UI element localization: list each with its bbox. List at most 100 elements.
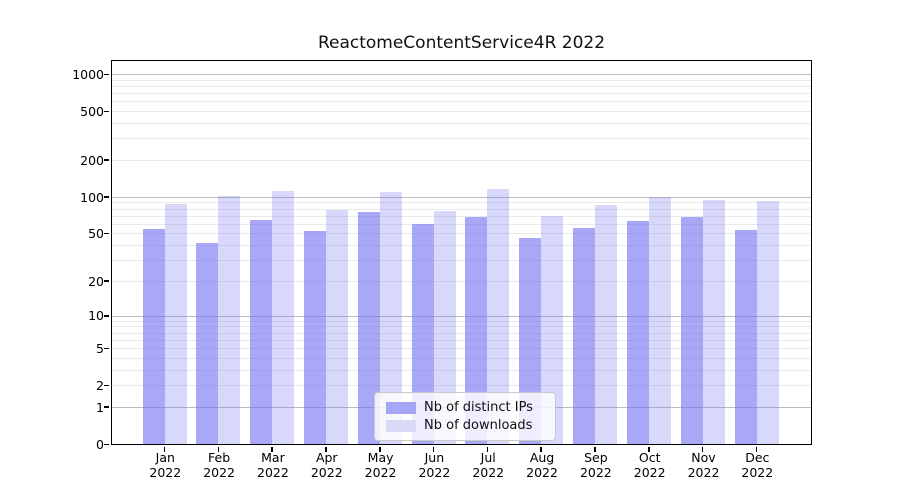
x-tick-label: Oct 2022 <box>622 450 678 480</box>
minor-gridline <box>112 202 811 204</box>
bar-downloads <box>379 191 402 444</box>
x-tick-year: 2022 <box>633 464 666 480</box>
x-tick-year: 2022 <box>526 464 558 480</box>
minor-gridline <box>112 101 811 103</box>
bar-downloads <box>702 199 725 444</box>
x-tick-label: Nov 2022 <box>676 450 732 480</box>
minor-gridline <box>112 208 811 210</box>
minor-gridline <box>112 111 811 113</box>
bar-distinct-ips <box>411 223 434 444</box>
y-tick-mark <box>104 159 109 161</box>
minor-gridline <box>112 357 811 359</box>
bar-downloads <box>595 205 618 444</box>
y-tick-mark <box>104 110 109 113</box>
minor-gridline <box>112 122 811 124</box>
minor-gridline <box>112 332 811 334</box>
x-tick-mark <box>594 447 596 452</box>
minor-gridline <box>112 369 811 371</box>
legend-swatch-icon <box>386 401 416 414</box>
x-tick-mark <box>755 447 758 452</box>
y-tick-mark <box>104 384 109 387</box>
x-tick-year: 2022 <box>687 464 720 480</box>
bar-downloads <box>487 188 510 444</box>
legend: Nb of distinct IPs Nb of downloads <box>374 392 556 441</box>
minor-gridline <box>112 138 811 140</box>
minor-gridline <box>112 385 811 387</box>
x-tick-year: 2022 <box>741 464 774 480</box>
x-tick-label: Jun 2022 <box>406 450 462 480</box>
bar-distinct-ips <box>196 242 219 444</box>
bar-downloads <box>164 203 187 444</box>
minor-gridline <box>112 159 811 161</box>
y-tick-label: 100 <box>80 189 104 205</box>
x-tick-month: Jan <box>155 450 175 465</box>
bar-distinct-ips <box>357 212 380 444</box>
bar-downloads <box>325 209 348 444</box>
x-tick-label: Apr 2022 <box>299 450 355 480</box>
major-gridline <box>112 196 811 198</box>
x-tick-mark <box>217 447 220 452</box>
x-tick-month: Jun <box>424 450 445 465</box>
legend-item: Nb of downloads <box>386 418 555 433</box>
x-tick-label: Jul 2022 <box>460 450 516 480</box>
bar-distinct-ips <box>626 221 649 444</box>
minor-gridline <box>112 223 811 225</box>
bar-downloads <box>272 190 295 444</box>
x-tick-mark <box>486 447 489 452</box>
y-tick-mark <box>104 196 109 198</box>
x-tick-mark <box>379 447 381 452</box>
minor-gridline <box>112 326 811 328</box>
y-tick-mark <box>104 73 109 75</box>
x-tick-year: 2022 <box>310 464 343 480</box>
bar-distinct-ips <box>680 217 703 444</box>
x-tick-month: Feb <box>208 450 231 465</box>
y-tick-mark <box>104 443 109 445</box>
x-tick-month: Nov <box>691 450 716 465</box>
minor-gridline <box>112 245 811 247</box>
minor-gridline <box>112 348 811 350</box>
x-tick-year: 2022 <box>418 464 451 480</box>
x-tick-month: Oct <box>638 450 661 465</box>
bar-distinct-ips <box>142 229 165 444</box>
legend-label: Nb of distinct IPs <box>424 400 533 415</box>
x-tick-label: Dec 2022 <box>729 450 785 480</box>
bar-downloads <box>433 211 456 444</box>
chart-title: ReactomeContentService4R 2022 <box>317 33 606 53</box>
x-tick-year: 2022 <box>364 464 397 480</box>
x-tick-label: Jan 2022 <box>137 450 193 480</box>
x-tick-mark <box>432 447 435 452</box>
y-tick-mark <box>104 406 109 408</box>
y-tick-label: 10 <box>88 308 104 324</box>
y-tick-mark <box>104 232 109 235</box>
x-tick-mark <box>271 447 273 452</box>
bar-downloads <box>218 195 241 444</box>
bar-distinct-ips <box>465 217 488 444</box>
minor-gridline <box>112 85 811 87</box>
x-tick-month: Aug <box>529 450 555 465</box>
x-tick-year: 2022 <box>257 464 289 480</box>
x-tick-label: Feb 2022 <box>191 450 247 480</box>
y-tick-label: 200 <box>80 152 104 168</box>
x-tick-mark <box>701 447 704 452</box>
x-tick-mark <box>325 447 327 452</box>
x-tick-mark <box>163 447 166 452</box>
x-tick-mark <box>648 447 650 452</box>
minor-gridline <box>112 79 811 81</box>
x-tick-month: Mar <box>261 450 285 465</box>
y-tick-label: 1 <box>96 399 104 415</box>
legend-item: Nb of distinct IPs <box>386 400 555 415</box>
y-tick-label: 2 <box>96 377 104 393</box>
y-tick-label: 50 <box>88 226 104 242</box>
y-tick-label: 1000 <box>72 66 104 82</box>
y-tick-label: 5 <box>96 340 104 356</box>
x-tick-month: Apr <box>315 450 338 465</box>
plot-area <box>104 60 812 452</box>
minor-gridline <box>112 339 811 341</box>
bar-distinct-ips <box>573 228 596 444</box>
y-tick-label: 20 <box>88 273 104 289</box>
bar-distinct-ips <box>250 219 273 444</box>
bar-distinct-ips <box>303 231 326 444</box>
minor-gridline <box>112 320 811 322</box>
x-tick-month: Jul <box>480 450 496 465</box>
